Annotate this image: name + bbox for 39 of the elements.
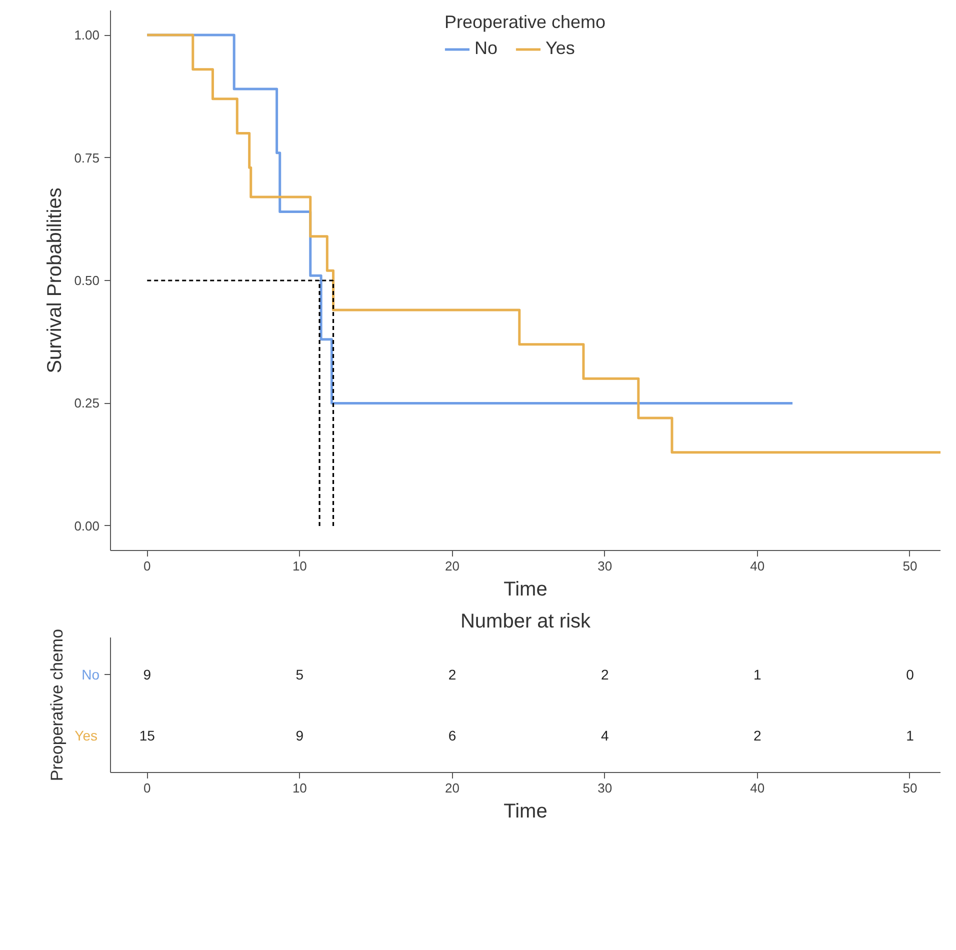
y-tick-label: 0.75 [74, 150, 100, 166]
x-tick-label: 0 [144, 558, 151, 574]
data-label: 5 [296, 666, 304, 682]
x-tick-label: 20 [445, 780, 460, 796]
data-label: 9 [143, 666, 152, 682]
x-axis-title: Time [504, 578, 548, 600]
x-tick-label: 10 [292, 780, 307, 796]
y-tick-label: 0.00 [74, 518, 100, 534]
x-tick-label: 10 [292, 558, 307, 574]
legend-title: Preoperative chemo [444, 12, 606, 33]
data-label: 9 [296, 728, 304, 744]
legend-label: No [474, 38, 498, 59]
chart-title: Number at risk [460, 610, 592, 632]
x-tick-label: 50 [902, 780, 918, 796]
legend-label: Yes [545, 38, 575, 59]
data-label: 4 [600, 728, 609, 744]
data-label: 2 [600, 666, 609, 682]
x-tick-label: 30 [598, 558, 612, 574]
data-label: 1 [754, 666, 762, 682]
data-label: 0 [906, 666, 914, 682]
x-tick-label: 0 [144, 780, 151, 796]
y-tick-label: 0.25 [74, 396, 100, 411]
data-label: 1 [906, 728, 914, 744]
x-axis-title: Time [504, 800, 548, 822]
data-label: 2 [754, 728, 762, 744]
x-tick-label: 40 [750, 558, 765, 574]
x-tick-label: 50 [902, 558, 918, 574]
x-tick-label: 40 [750, 780, 765, 796]
y-axis-title: Survival Probabilities [44, 188, 66, 374]
x-tick-label: 30 [598, 780, 612, 796]
data-label: 2 [448, 666, 456, 682]
y-tick-label: 0.50 [74, 273, 100, 288]
y-axis-title: Preoperative chemo [48, 628, 67, 782]
data-label: 15 [139, 728, 156, 744]
y-tick-label: Yes [74, 728, 98, 744]
data-label: 6 [448, 728, 456, 744]
y-tick-label: 1.00 [74, 28, 100, 43]
y-tick-label: No [82, 666, 100, 682]
x-tick-label: 20 [445, 558, 460, 574]
